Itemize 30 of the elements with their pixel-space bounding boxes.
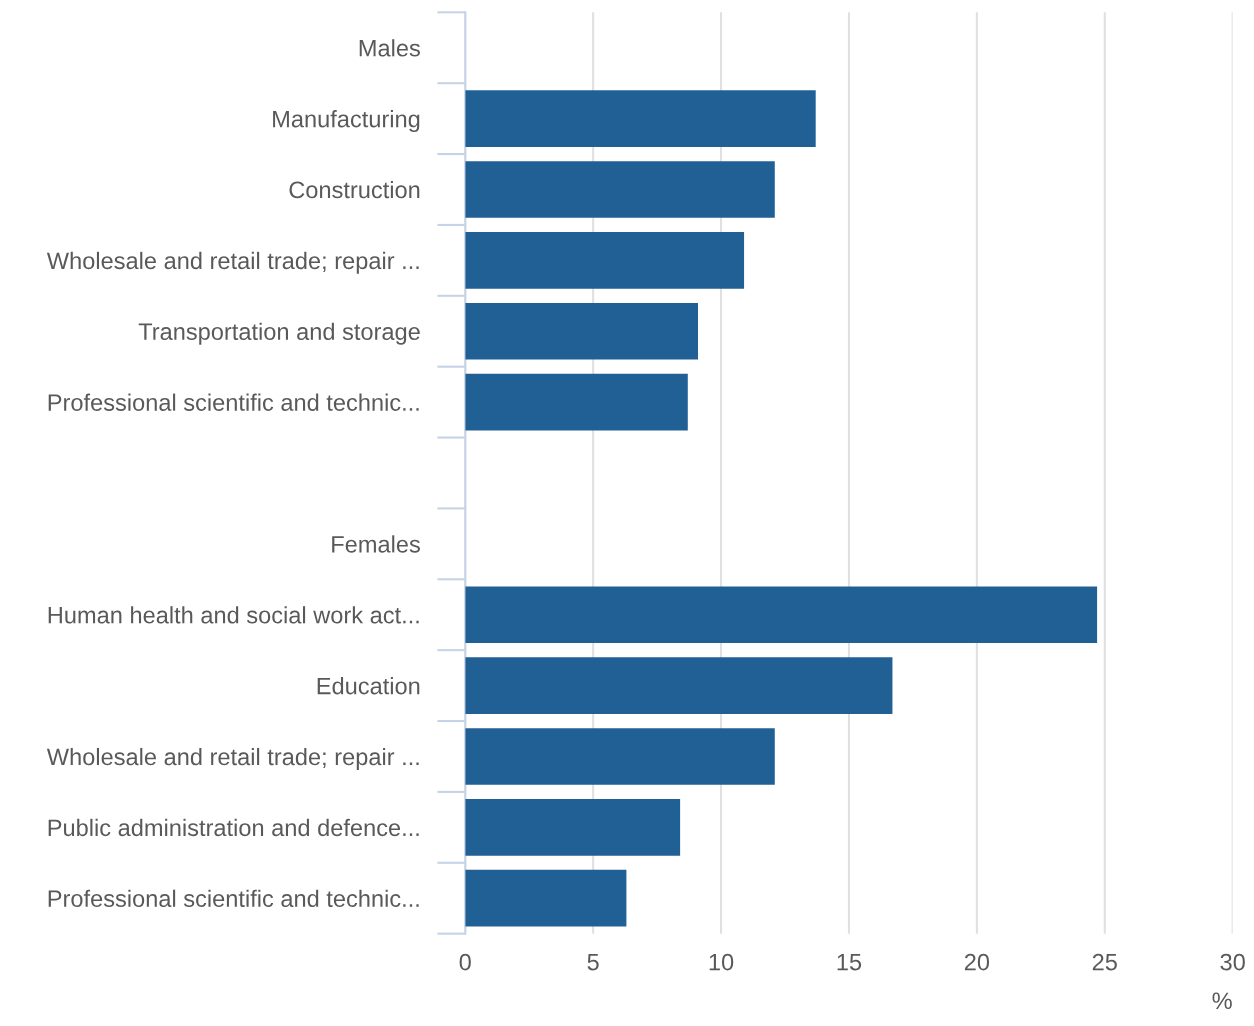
x-tick-label: 30 [1220, 953, 1245, 971]
bar [465, 90, 816, 147]
bar [465, 161, 775, 218]
bar [465, 302, 699, 360]
x-tick-label: 5 [587, 953, 599, 971]
x-tick-label: 25 [1092, 953, 1117, 971]
y-tick-label: Construction [289, 180, 420, 199]
y-tick-label: Manufacturing [273, 110, 420, 133]
y-tick-label: Professional scientific and technic... [48, 889, 419, 908]
y-tick-label: Professional scientific and technic... [48, 393, 419, 411]
bar [465, 232, 745, 289]
bar [465, 586, 1098, 644]
y-tick-label: Males [359, 39, 420, 57]
x-tick-label: 0 [459, 953, 471, 971]
y-tick-label: Transportation and storage [138, 322, 420, 345]
y-tick-label: Education [317, 677, 420, 695]
x-axis-title: % [1212, 992, 1232, 1010]
x-tick-label: 10 [709, 953, 734, 971]
x-tick-label: 20 [964, 953, 990, 971]
y-tick-label: Human health and social work act... [48, 606, 419, 624]
y-tick-label: Wholesale and retail trade; repair ... [46, 747, 419, 770]
bar [465, 869, 627, 927]
y-tick-label: Wholesale and retail trade; repair ... [46, 251, 419, 274]
bar [465, 657, 893, 714]
bar [465, 373, 688, 431]
bar [465, 728, 775, 785]
bar [465, 799, 681, 856]
x-tick-label: 15 [837, 953, 862, 971]
y-tick-label: Females [332, 535, 420, 553]
y-tick-label: Public administration and defence... [48, 818, 419, 837]
